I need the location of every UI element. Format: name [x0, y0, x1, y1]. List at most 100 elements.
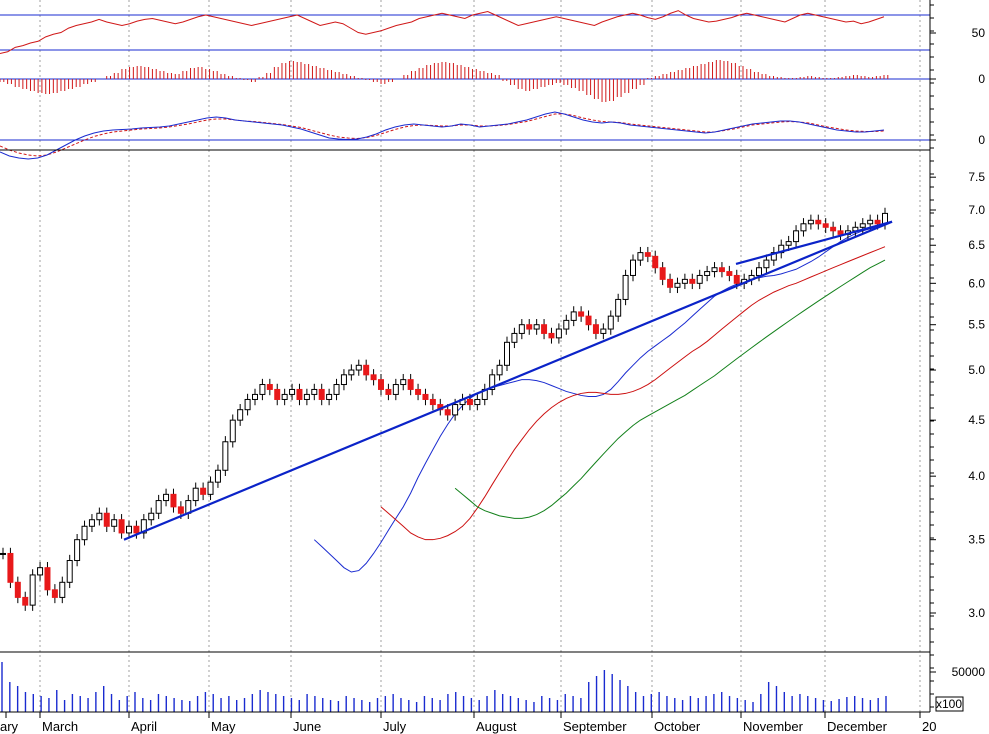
candle-body	[615, 298, 622, 317]
candle-body	[7, 552, 14, 583]
candle-body	[563, 319, 570, 330]
candle-body	[229, 419, 236, 443]
moving-average-line	[313, 224, 886, 573]
price-tick-label: 7.5	[968, 170, 985, 184]
candle-body	[667, 278, 674, 288]
candle-body	[140, 519, 147, 534]
candle-body	[548, 332, 555, 339]
candle-body	[340, 374, 347, 386]
candle-body	[444, 409, 451, 416]
trendline	[123, 220, 893, 541]
month-label: March	[42, 719, 78, 734]
candle-body	[0, 552, 6, 555]
candle-body	[22, 596, 29, 606]
candle-body	[704, 271, 711, 276]
candle-body	[400, 379, 407, 386]
month-label: July	[383, 719, 407, 734]
price-tick-label: 4.0	[968, 469, 985, 483]
candle-body	[207, 481, 214, 495]
candle-body	[415, 388, 422, 395]
volume-multiplier-box	[935, 696, 964, 712]
price-tick-label: 7.0	[968, 203, 985, 217]
macd-signal-line	[0, 113, 885, 157]
candle-body	[274, 388, 281, 400]
candle-body	[422, 393, 429, 400]
candle-body	[474, 398, 481, 406]
candle-body	[622, 274, 629, 300]
candle-body	[659, 267, 666, 280]
candle-body	[822, 223, 829, 228]
candle-body	[526, 324, 533, 330]
candle-body	[259, 384, 266, 395]
rsi-tick-label: 50	[972, 26, 986, 40]
month-label: 20	[922, 719, 936, 734]
candle-body	[763, 259, 770, 269]
month-label: ary	[0, 719, 19, 734]
candle-body	[689, 278, 696, 284]
candle-body	[163, 493, 170, 502]
candle-body	[793, 230, 800, 243]
candle-body	[289, 388, 296, 395]
price-panel	[0, 207, 893, 611]
candle-body	[874, 219, 881, 225]
candle-body	[111, 519, 118, 527]
month-label: April	[131, 719, 157, 734]
macd-line	[0, 111, 885, 160]
candle-body	[192, 487, 199, 502]
candle-body	[726, 271, 733, 276]
candle-body	[496, 364, 503, 376]
candle-body	[96, 512, 103, 521]
macd-tick-label: 0	[978, 133, 985, 147]
candle-body	[837, 230, 844, 235]
price-tick-label: 3.0	[968, 606, 985, 620]
candle-body	[214, 469, 221, 483]
candle-body	[81, 525, 88, 541]
candle-body	[511, 332, 518, 343]
candle-body	[148, 512, 155, 521]
candle-body	[830, 226, 837, 232]
macd-panel	[0, 111, 930, 160]
candle-body	[570, 311, 577, 321]
month-label: October	[654, 719, 701, 734]
candle-body	[326, 393, 333, 400]
month-label: September	[563, 719, 627, 734]
candle-body	[266, 384, 273, 390]
month-label: August	[476, 719, 517, 734]
candle-body	[14, 581, 21, 598]
candle-body	[392, 384, 399, 395]
candle-body	[378, 379, 384, 390]
candle-body	[592, 324, 599, 334]
candle-body	[607, 315, 614, 330]
candle-body	[733, 274, 740, 284]
rsi-line	[0, 10, 885, 54]
candle-body	[237, 409, 244, 421]
candle-body	[578, 311, 585, 317]
candle-body	[244, 398, 251, 411]
month-label: June	[293, 719, 321, 734]
price-tick-label: 4.5	[968, 413, 985, 427]
candle-body	[66, 560, 73, 583]
volume-tick-label: 50000	[952, 665, 986, 679]
trendline	[735, 220, 893, 265]
moving-average-line	[380, 246, 886, 541]
candle-body	[133, 525, 140, 534]
candle-body	[177, 506, 184, 514]
month-label: December	[827, 719, 888, 734]
candle-body	[252, 393, 258, 400]
moving-average-line	[454, 259, 886, 519]
candle-body	[718, 267, 725, 273]
candle-body	[88, 519, 95, 527]
candle-body	[51, 589, 58, 598]
price-tick-label: 6.5	[968, 238, 985, 252]
rsi-panel	[0, 10, 930, 54]
candle-body	[118, 519, 125, 534]
candle-body	[200, 487, 207, 495]
candle-body	[711, 267, 718, 273]
candle-body	[59, 581, 66, 598]
candle-body	[533, 324, 540, 330]
candle-body	[126, 525, 132, 534]
candle-body	[37, 567, 44, 576]
candle-body	[652, 255, 659, 269]
